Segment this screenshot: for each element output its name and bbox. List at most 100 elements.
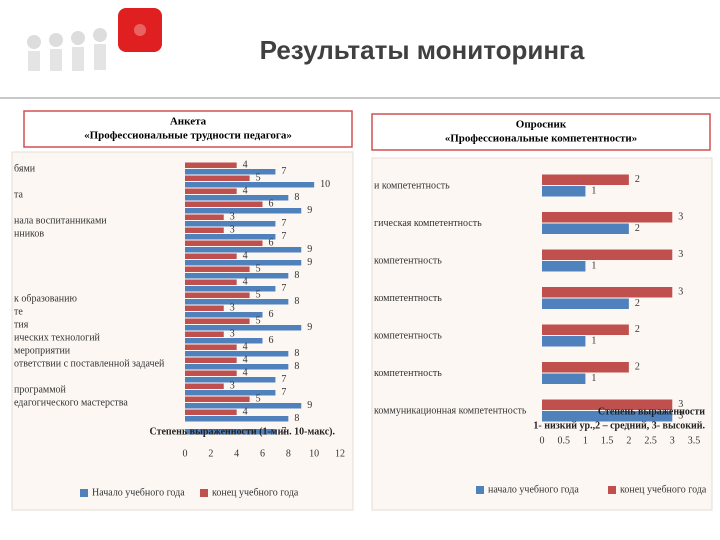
value-label: 1 [591,186,596,197]
value-label: 6 [269,335,274,346]
category-label: компетентность [374,293,442,304]
x-tick-label: 8 [286,448,291,459]
category-label: компетентность [374,255,442,266]
bar [185,305,224,311]
bar [185,221,276,227]
bar [185,416,289,422]
x-tick-label: 6 [260,448,265,459]
x-tick-label: 1 [583,435,588,446]
value-label: 5 [256,264,261,275]
value-label: 8 [294,192,299,203]
value-label: 6 [269,238,274,249]
bar [185,260,302,266]
bar [185,357,237,363]
bar [185,292,250,298]
category-label: ответствии с поставленной задачей [14,358,165,369]
bar [542,362,629,373]
bar [185,338,263,344]
x-tick-label: 0.5 [557,435,570,446]
value-label: 7 [281,387,286,398]
panel-header: «Профессиональные компетентности» [445,133,638,145]
value-label: 3 [678,399,683,410]
value-label: 4 [243,368,248,379]
bar [185,396,250,402]
value-label: 9 [307,257,312,268]
value-label: 7 [281,374,286,385]
annotation: 1- низкий ур.,2 – средний, 3- высокий. [533,420,705,431]
legend-swatch [80,489,88,497]
legend-label: конец учебного года [212,487,299,498]
legend-swatch [608,486,616,494]
legend-swatch [200,489,208,497]
value-label: 7 [281,426,286,437]
value-label: 2 [635,298,640,309]
bar [185,169,276,175]
value-label: 8 [294,296,299,307]
bar [185,175,250,181]
value-label: 3 [230,329,235,340]
value-label: 3 [230,212,235,223]
category-label: к образованию [14,293,78,304]
bar [185,344,237,350]
category-label: мероприятии [14,345,71,356]
value-label: 2 [635,362,640,373]
bar [185,279,237,285]
category-label: коммуникационная компетентность [374,405,527,416]
bar [185,383,224,389]
x-tick-label: 1.5 [601,435,614,446]
bar [542,287,673,298]
value-label: 3 [230,381,235,392]
x-tick-label: 4 [234,448,239,459]
bar [185,240,263,246]
category-label: бями [14,163,36,174]
x-tick-label: 2.5 [644,435,657,446]
bar [542,174,629,185]
bar [185,208,302,214]
bar [185,299,289,305]
bar [542,336,586,347]
value-label: 9 [307,400,312,411]
bar [185,331,224,337]
value-label: 4 [243,277,248,288]
x-tick-label: 0 [540,435,545,446]
value-label: 4 [243,186,248,197]
legend-label: конец учебного года [620,484,707,495]
value-label: 7 [281,166,286,177]
annotation: Степень выраженности (1-мин. 10-макс). [149,426,335,437]
slide-title: Результаты мониторинга [260,35,585,65]
bar [185,247,302,253]
bar [185,377,276,383]
value-label: 4 [243,160,248,171]
bar [185,273,289,279]
value-label: 9 [307,205,312,216]
value-label: 6 [269,199,274,210]
bar [542,261,586,272]
panel-header-box [371,113,711,151]
bar [542,223,629,234]
value-label: 7 [281,283,286,294]
legend-label: Начало учебного года [92,487,185,498]
bar [185,253,237,259]
bar [185,318,250,324]
value-label: 5 [256,173,261,184]
category-label: едагогического мастерства [14,397,128,408]
category-label: нала воспитанниками [14,215,107,226]
bar [185,162,237,168]
bar [542,249,673,260]
value-label: 5 [256,394,261,405]
value-label: 4 [243,407,248,418]
category-label: и компетентность [374,180,450,191]
category-label: та [14,189,23,200]
bar [185,429,276,435]
bar [185,188,237,194]
value-label: 3 [678,249,683,260]
annotation: Степень выраженности [598,406,705,417]
category-label: гическая компетентность [374,218,482,229]
bar [185,403,302,409]
category-label: те [14,306,23,317]
value-label: 2 [635,174,640,185]
bar [542,324,629,335]
bar [185,351,289,357]
bar [185,214,224,220]
